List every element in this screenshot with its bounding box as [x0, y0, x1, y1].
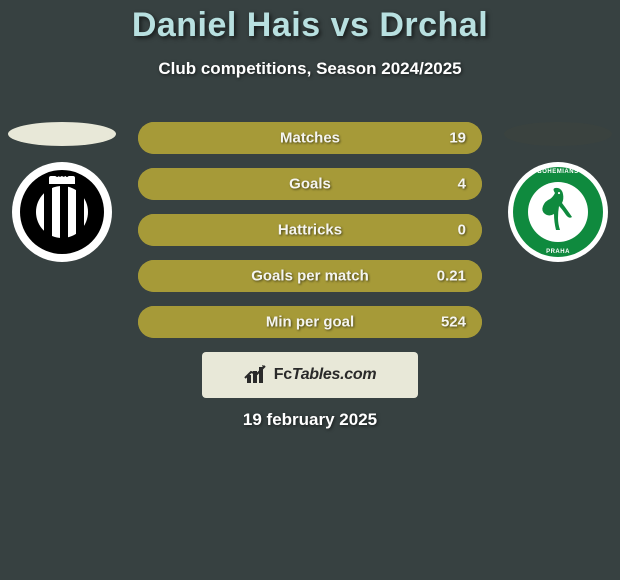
bar-chart-icon — [244, 364, 270, 386]
stat-label: Matches — [280, 130, 340, 147]
stat-label: Hattricks — [278, 222, 342, 239]
left-club-year: 1905 — [55, 173, 68, 179]
right-club-text-top: BOHEMIANS — [537, 169, 578, 175]
stat-row: Goals 4 — [138, 168, 482, 200]
right-ellipse — [504, 122, 612, 146]
stat-value: 0.21 — [437, 268, 466, 285]
right-club-column: BOHEMIANS PRAHA — [498, 122, 618, 262]
left-ellipse — [8, 122, 116, 146]
stat-label: Goals — [289, 176, 331, 193]
brand-card: FcTables.com — [202, 352, 418, 398]
kangaroo-icon — [537, 187, 579, 235]
left-club-badge: 1905 — [12, 162, 112, 262]
right-club-text-bottom: PRAHA — [546, 249, 570, 255]
stat-label: Goals per match — [251, 268, 369, 285]
comparison-date: 19 february 2025 — [243, 410, 377, 430]
stat-row: Hattricks 0 — [138, 214, 482, 246]
comparison-infographic: Daniel Hais vs Drchal Club competitions,… — [0, 0, 620, 580]
stat-bars: Matches 19 Goals 4 Hattricks 0 Goals per match… — [138, 122, 482, 352]
page-title: Daniel Hais vs Drchal — [0, 6, 620, 45]
right-club-badge: BOHEMIANS PRAHA — [508, 162, 608, 262]
stat-row: Goals per match 0.21 — [138, 260, 482, 292]
stat-row: Min per goal 524 — [138, 306, 482, 338]
stat-value: 0 — [458, 222, 466, 239]
stat-value: 524 — [441, 314, 466, 331]
left-club-column: 1905 — [2, 122, 122, 262]
stat-value: 19 — [449, 130, 466, 147]
stat-value: 4 — [458, 176, 466, 193]
stat-row: Matches 19 — [138, 122, 482, 154]
stat-label: Min per goal — [266, 314, 354, 331]
brand-text: FcTables.com — [274, 366, 377, 384]
page-subtitle: Club competitions, Season 2024/2025 — [0, 59, 620, 79]
